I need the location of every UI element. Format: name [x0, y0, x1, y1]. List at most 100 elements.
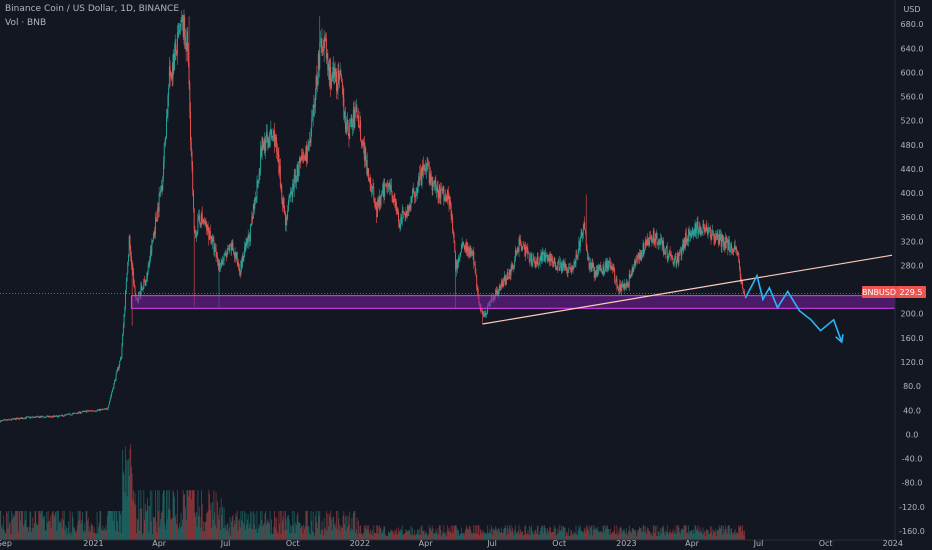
candle-body [56, 415, 58, 417]
volume-bar [361, 532, 363, 540]
candle-body [524, 247, 526, 257]
candle-body [586, 245, 588, 252]
volume-bar [603, 525, 605, 540]
candle-body [120, 357, 122, 359]
candle-body [209, 230, 211, 237]
volume-bar [439, 525, 440, 540]
volume-bar [625, 534, 627, 540]
volume-bar [720, 528, 721, 540]
volume-bar [68, 532, 70, 540]
volume-bar [717, 529, 719, 540]
candle-body [668, 254, 670, 257]
candle-body [5, 419, 7, 421]
candle-body [617, 286, 619, 288]
candle-body [249, 225, 251, 242]
candle-body [195, 233, 197, 238]
candle-body [113, 383, 115, 389]
volume-bar [379, 528, 381, 540]
volume-bar [414, 530, 416, 540]
volume-bar [558, 533, 559, 540]
candle-body [387, 186, 389, 188]
candle-body [3, 419, 5, 421]
candle-body [705, 224, 707, 232]
candle-body [265, 136, 267, 151]
candle-body [49, 416, 51, 418]
volume-bar [173, 492, 175, 540]
volume-bar [682, 529, 684, 540]
volume-bar [149, 505, 151, 540]
volume-bar [736, 531, 738, 540]
candle-body [405, 211, 407, 217]
volume-bar [43, 516, 45, 540]
volume-bar [179, 523, 181, 540]
volume-bar [607, 528, 609, 540]
candle-body [157, 207, 159, 212]
candle-body [132, 266, 134, 272]
volume-bar [374, 532, 376, 540]
volume-bar [697, 525, 699, 540]
candle-body [636, 256, 638, 260]
volume-bar [376, 525, 378, 540]
volume-bar [486, 532, 488, 540]
volume-bar [41, 511, 43, 540]
y-tick-label: 680.0 [901, 20, 924, 29]
candle-body [190, 111, 191, 143]
volume-bar [632, 528, 634, 540]
candle-body [333, 68, 335, 78]
candle-body [458, 257, 459, 264]
volume-bar [364, 528, 366, 540]
candle-body [156, 219, 158, 221]
candle-body [414, 196, 416, 198]
candle-body [40, 416, 42, 418]
candle-body [192, 166, 194, 191]
candle-body [274, 130, 275, 147]
candle-body [450, 206, 452, 217]
volume-bar [354, 511, 356, 540]
candle-body [550, 257, 552, 262]
volume-bar [83, 532, 85, 540]
volume-bar [14, 516, 16, 540]
volume-bar [336, 529, 338, 540]
volume-bar [311, 520, 313, 540]
candle-body [379, 196, 381, 209]
volume-bar [714, 528, 716, 540]
volume-bar [315, 511, 317, 540]
volume-bar [693, 533, 695, 540]
candle-body [68, 413, 70, 415]
volume-bar [398, 531, 400, 540]
candle-body [463, 242, 465, 245]
candle-body [207, 225, 209, 230]
volume-bar [744, 530, 746, 540]
volume-bar [155, 522, 157, 540]
candle-body [369, 178, 371, 184]
candle-body [449, 200, 451, 205]
volume-bar [199, 517, 201, 540]
volume-bar [433, 533, 435, 540]
candle-body [721, 235, 723, 247]
volume-bar [288, 519, 290, 540]
candle-body [163, 143, 165, 162]
candle-body [379, 196, 381, 205]
candle-body [653, 230, 655, 241]
volume-bar [537, 525, 539, 540]
candle-body [477, 289, 479, 297]
volume-bar [587, 530, 589, 540]
volume-bar [582, 532, 584, 540]
candle-body [432, 183, 434, 191]
candle-body [621, 285, 623, 288]
candle-body [301, 155, 302, 161]
candle-body [606, 260, 608, 269]
volume-bar [592, 535, 594, 540]
candle-body [712, 230, 714, 236]
volume-bar [395, 528, 397, 540]
volume-bar [379, 525, 381, 540]
candle-body [164, 141, 166, 144]
volume-bar [679, 532, 681, 540]
candle-body [16, 417, 18, 419]
volume-bar [362, 535, 364, 540]
volume-bar [527, 530, 529, 540]
candle-body [35, 416, 37, 418]
candle-body [414, 192, 416, 198]
